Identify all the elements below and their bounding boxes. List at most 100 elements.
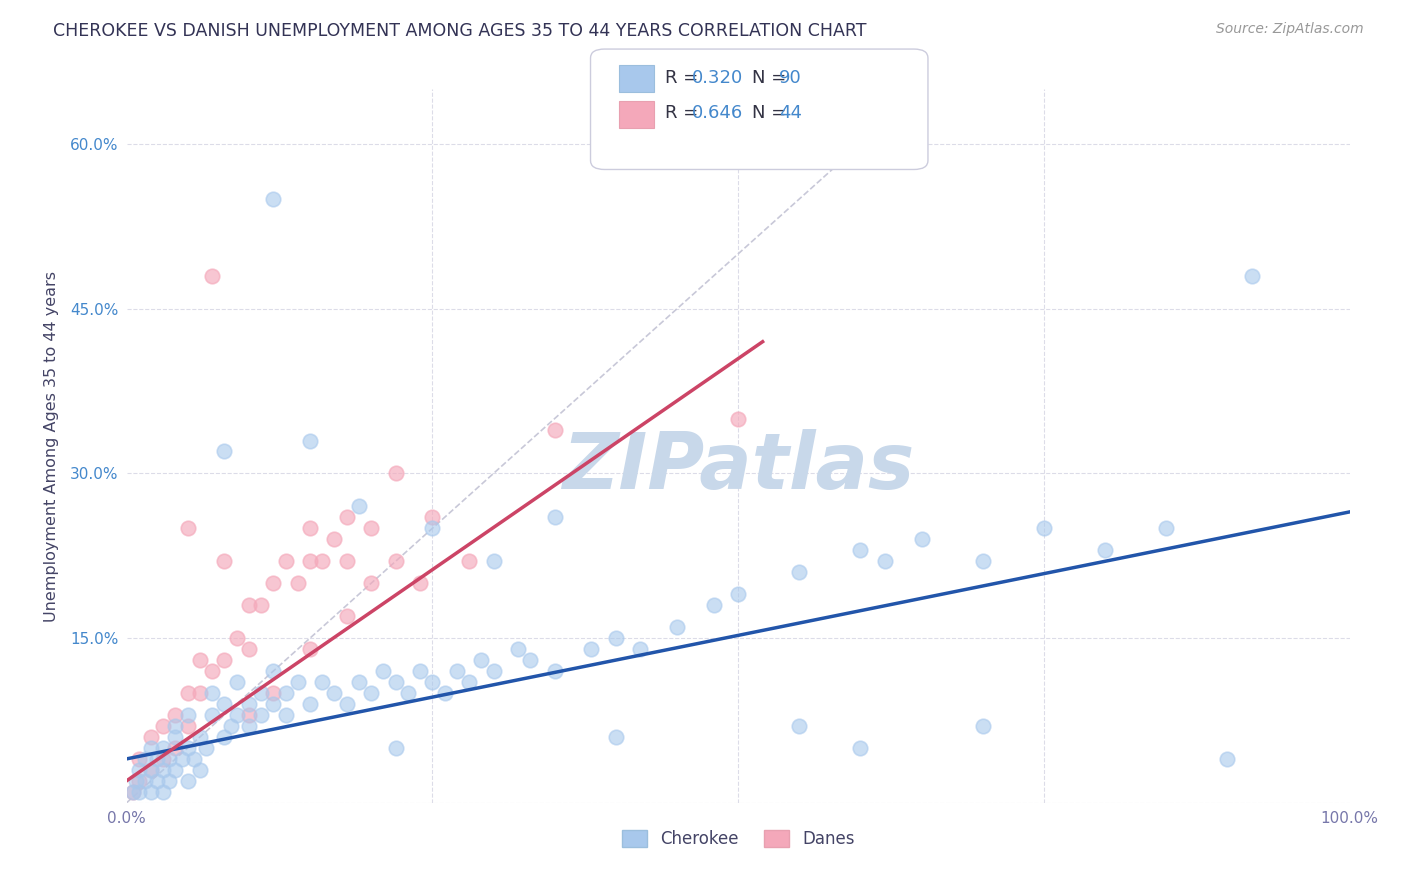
Text: R =: R = <box>665 69 704 87</box>
Text: ZIPatlas: ZIPatlas <box>562 429 914 506</box>
Point <box>323 686 346 700</box>
Point <box>134 752 156 766</box>
Point <box>262 664 284 678</box>
Point <box>628 642 651 657</box>
Point <box>157 752 180 766</box>
Point <box>165 719 187 733</box>
Point <box>183 752 205 766</box>
Point <box>543 423 565 437</box>
Point <box>727 587 749 601</box>
Point <box>543 664 565 678</box>
Point <box>152 719 174 733</box>
Point <box>422 675 444 690</box>
Point <box>225 708 247 723</box>
Text: R =: R = <box>665 104 704 122</box>
Point <box>787 719 810 733</box>
Point <box>219 719 242 733</box>
Point <box>972 554 994 568</box>
Point <box>911 533 934 547</box>
Point <box>146 752 169 766</box>
Point <box>152 752 174 766</box>
Point <box>238 642 260 657</box>
Point <box>250 598 273 612</box>
Point <box>470 653 492 667</box>
Point <box>972 719 994 733</box>
Point <box>384 554 406 568</box>
Point <box>128 752 150 766</box>
Point <box>347 500 370 514</box>
Legend: Cherokee, Danes: Cherokee, Danes <box>616 823 860 855</box>
Point <box>336 554 359 568</box>
Point <box>360 576 382 591</box>
Point <box>139 763 162 777</box>
Point <box>262 697 284 711</box>
Point <box>152 785 174 799</box>
Point <box>373 664 395 678</box>
Point <box>433 686 456 700</box>
Point <box>125 773 148 788</box>
Text: N =: N = <box>752 69 792 87</box>
Point <box>287 576 309 591</box>
Point <box>195 740 218 755</box>
Point <box>214 653 236 667</box>
Point <box>139 763 162 777</box>
Point <box>299 697 322 711</box>
Point <box>311 675 333 690</box>
Point <box>581 642 603 657</box>
Point <box>311 554 333 568</box>
Point <box>121 785 143 799</box>
Point <box>238 697 260 711</box>
Point <box>188 686 211 700</box>
Point <box>177 740 200 755</box>
Point <box>336 510 359 524</box>
Point <box>1216 752 1239 766</box>
Y-axis label: Unemployment Among Ages 35 to 44 years: Unemployment Among Ages 35 to 44 years <box>44 270 59 622</box>
Point <box>396 686 419 700</box>
Point <box>409 576 432 591</box>
Point <box>422 510 444 524</box>
Text: N =: N = <box>752 104 792 122</box>
Point <box>506 642 529 657</box>
Point <box>666 620 689 634</box>
Point <box>201 686 224 700</box>
Point <box>262 192 284 206</box>
Point <box>360 686 382 700</box>
Point <box>165 708 187 723</box>
Point <box>458 675 481 690</box>
Point <box>157 773 180 788</box>
Point <box>519 653 541 667</box>
Point <box>121 785 143 799</box>
Point <box>446 664 468 678</box>
Point <box>177 521 200 535</box>
Point <box>299 642 322 657</box>
Point <box>152 763 174 777</box>
Point <box>146 773 169 788</box>
Point <box>214 697 236 711</box>
Point <box>139 740 162 755</box>
Point <box>134 773 156 788</box>
Point <box>849 543 872 558</box>
Point <box>1240 268 1263 283</box>
Point <box>458 554 481 568</box>
Point <box>1094 543 1116 558</box>
Point <box>262 576 284 591</box>
Point <box>360 521 382 535</box>
Point <box>250 708 273 723</box>
Point <box>225 631 247 645</box>
Point <box>336 609 359 624</box>
Point <box>274 554 297 568</box>
Point <box>482 664 505 678</box>
Point <box>299 554 322 568</box>
Point <box>336 697 359 711</box>
Point <box>323 533 346 547</box>
Point <box>165 740 187 755</box>
Point <box>128 785 150 799</box>
Point <box>128 773 150 788</box>
Point <box>214 444 236 458</box>
Point <box>170 752 193 766</box>
Point <box>188 763 211 777</box>
Point <box>201 268 224 283</box>
Point <box>482 554 505 568</box>
Point <box>347 675 370 690</box>
Point <box>287 675 309 690</box>
